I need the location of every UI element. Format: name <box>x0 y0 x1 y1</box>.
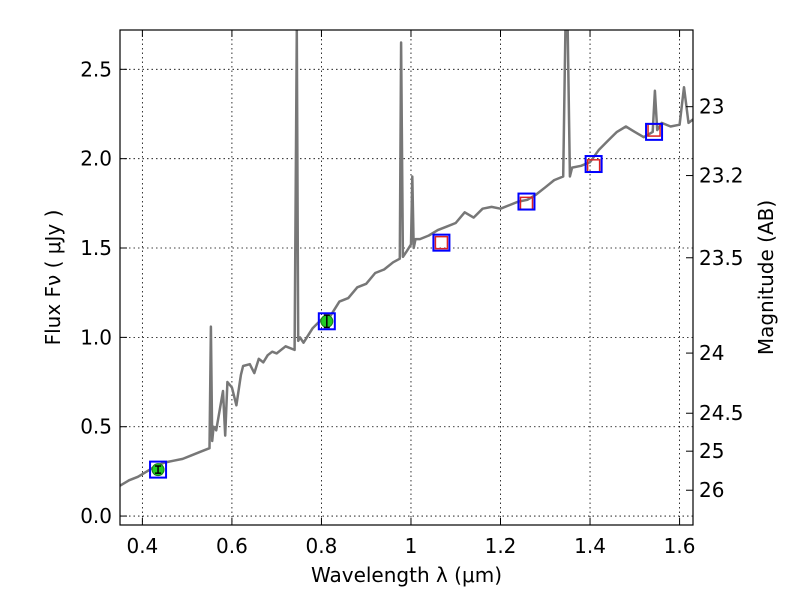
spectrum-line-layer <box>120 30 693 487</box>
observed-photometry-square <box>432 233 451 252</box>
synthetic-photometry-square <box>434 235 449 250</box>
mag-tick-label: 23 <box>699 95 724 119</box>
tick-layer: 0.4 0.6 0.8 1 1.2 1.4 1.6 0.0 0.5 1.0 1.5 2.0 2.5 23 2… <box>80 30 744 558</box>
x-tick-label: 1.2 <box>485 534 517 558</box>
mag-tick-label: 26 <box>699 478 724 502</box>
marker-layer <box>149 122 664 479</box>
observed-photometry-square <box>149 460 168 479</box>
y-tick-label: 0.0 <box>80 504 112 528</box>
observed-photometry-square <box>317 312 336 331</box>
observed-photometry-square <box>645 122 664 141</box>
mag-tick-label: 24 <box>699 341 724 365</box>
x-tick-label: 0.4 <box>126 534 158 558</box>
y-axis-label: Flux Fν ( μJy ) <box>41 210 65 346</box>
mag-tick-label: 24.5 <box>699 401 744 425</box>
y-tick-label: 1.5 <box>80 236 112 260</box>
y-tick-label: 2.5 <box>80 57 112 81</box>
x-tick-label: 1 <box>405 534 418 558</box>
y-tick-label: 0.5 <box>80 415 112 439</box>
y-tick-label: 1.0 <box>80 325 112 349</box>
y-tick-label: 2.0 <box>80 147 112 171</box>
plot-frame <box>119 29 694 526</box>
mag-tick-label: 23.5 <box>699 246 744 270</box>
x-tick-label: 0.6 <box>216 534 248 558</box>
right-axis-label: Magnitude (AB) <box>754 200 778 355</box>
observed-photometry-square <box>584 155 603 174</box>
grid-layer <box>120 30 693 525</box>
x-tick-label: 1.4 <box>574 534 606 558</box>
observed-photometry-square <box>517 192 536 211</box>
spectrum-line <box>120 30 693 487</box>
mag-tick-label: 23.2 <box>699 164 744 188</box>
x-tick-label: 1.6 <box>664 534 696 558</box>
mag-tick-label: 25 <box>699 439 724 463</box>
x-axis-label: Wavelength λ (μm) <box>311 563 502 587</box>
x-tick-label: 0.8 <box>306 534 338 558</box>
